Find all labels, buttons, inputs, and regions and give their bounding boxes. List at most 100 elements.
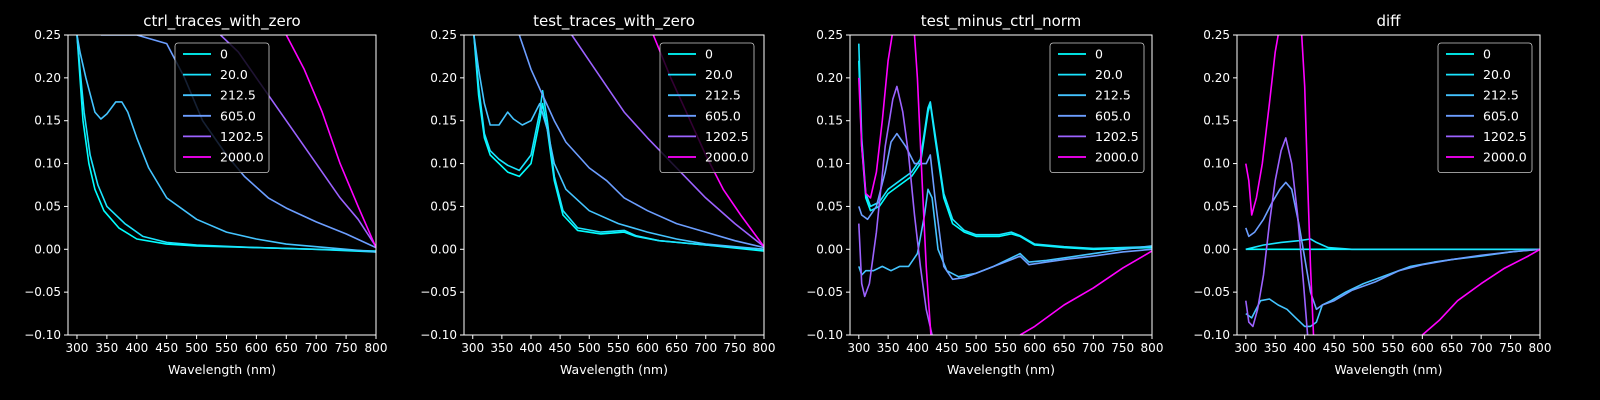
y-tick-label: 0.20 <box>34 71 61 85</box>
axes-frame <box>463 34 765 336</box>
chart-title: test_traces_with_zero <box>533 12 695 31</box>
x-tick-label: 550 <box>994 341 1017 355</box>
chart-panel-3: test_minus_ctrl_norm 300 350 400 450 500 550 60… <box>806 12 1163 377</box>
chart-panel-2: test_traces_with_zero 300 350 400 450 500 550 6… <box>420 12 775 377</box>
x-tick-label: 750 <box>1111 341 1134 355</box>
legend-label: 2000.0 <box>1095 150 1139 165</box>
x-tick-label: 500 <box>965 341 988 355</box>
axes-frame <box>67 34 377 336</box>
chart-title: ctrl_traces_with_zero <box>143 12 300 31</box>
legend-label: 0 <box>705 47 713 62</box>
axes-frame <box>1236 34 1541 336</box>
x-tick-label: 500 <box>185 341 208 355</box>
legend-label: 20.0 <box>1483 67 1511 82</box>
y-tick-label: 0.05 <box>34 199 61 213</box>
x-tick-label: 500 <box>578 341 601 355</box>
x-tick-label: 800 <box>753 341 776 355</box>
series-line-1202-5 <box>1245 137 1309 335</box>
series-line-2000-0 <box>1019 250 1152 335</box>
y-tick-label: 0.15 <box>816 114 843 128</box>
series-line-2000-0 <box>1245 35 1279 216</box>
y-tick-label: 0.25 <box>1203 28 1230 42</box>
x-tick-label: 750 <box>723 341 746 355</box>
y-tick-label: −0.05 <box>1193 285 1230 299</box>
x-tick-label: 300 <box>847 341 870 355</box>
legend-label: 20.0 <box>1095 67 1123 82</box>
legend-label: 1202.5 <box>705 129 749 144</box>
x-tick-label: 350 <box>490 341 513 355</box>
y-tick-label: −0.05 <box>24 285 61 299</box>
y-tick-label: −0.10 <box>24 328 61 342</box>
series-line-212-5 <box>76 35 376 253</box>
y-tick-label: −0.05 <box>420 285 457 299</box>
x-tick-label: 750 <box>335 341 358 355</box>
x-tick-label: 300 <box>1234 341 1257 355</box>
y-tick-label: 0.20 <box>430 71 457 85</box>
series-line-1202-5 <box>571 35 764 248</box>
x-tick-label: 600 <box>1411 341 1434 355</box>
legend-label: 212.5 <box>220 88 256 103</box>
legend-label: 0 <box>1483 47 1491 62</box>
legend: 0 20.0 212.5 605.0 1202.5 2000.0 <box>1049 42 1145 174</box>
axes-frame <box>849 34 1153 336</box>
series-lines <box>1245 35 1540 335</box>
x-tick-label: 550 <box>1381 341 1404 355</box>
x-tick-label: 400 <box>1293 341 1316 355</box>
y-tick-label: −0.10 <box>420 328 457 342</box>
x-tick-label: 450 <box>155 341 178 355</box>
x-tick-label: 600 <box>1023 341 1046 355</box>
x-tick-label: 700 <box>694 341 717 355</box>
y-tick-label: 0.15 <box>1203 114 1230 128</box>
series-lines <box>858 35 1152 335</box>
legend-label: 212.5 <box>1483 88 1519 103</box>
series-line-2000-0 <box>1300 35 1315 335</box>
y-tick-label: 0.15 <box>34 114 61 128</box>
y-tick-label: −0.10 <box>1193 328 1230 342</box>
y-tick-label: 0.25 <box>816 28 843 42</box>
x-tick-label: 550 <box>215 341 238 355</box>
x-axis-label: Wavelength (nm) <box>947 362 1055 377</box>
x-tick-label: 550 <box>607 341 630 355</box>
series-line-20-0 <box>473 35 764 251</box>
x-tick-label: 650 <box>275 341 298 355</box>
legend-label: 0 <box>220 47 228 62</box>
x-tick-label: 350 <box>1264 341 1287 355</box>
y-tick-label: 0.10 <box>34 157 61 171</box>
x-tick-label: 350 <box>877 341 900 355</box>
y-tick-label: 0.20 <box>1203 71 1230 85</box>
series-line-212-5 <box>473 35 764 251</box>
x-tick-label: 600 <box>245 341 268 355</box>
legend: 0 20.0 212.5 605.0 1202.5 2000.0 <box>174 42 270 174</box>
legend-label: 212.5 <box>705 88 741 103</box>
legend-label: 2000.0 <box>1483 150 1527 165</box>
legend-label: 2000.0 <box>705 150 749 165</box>
legend-label: 1202.5 <box>1095 129 1139 144</box>
legend: 0 20.0 212.5 605.0 1202.5 2000.0 <box>1437 42 1533 174</box>
series-line-605-0 <box>518 35 764 249</box>
series-line-20-0 <box>76 35 376 252</box>
y-tick-label: 0.05 <box>430 199 457 213</box>
legend-label: 605.0 <box>705 108 741 123</box>
y-tick-label: 0.10 <box>1203 157 1230 171</box>
legend-label: 1202.5 <box>220 129 264 144</box>
legend-label: 605.0 <box>220 108 256 123</box>
y-tick-label: 0.05 <box>1203 199 1230 213</box>
series-line-605-0 <box>1245 181 1540 311</box>
legend-label: 605.0 <box>1483 108 1519 123</box>
series-line-605-0 <box>858 132 1152 281</box>
series-line-20-0 <box>1245 238 1540 251</box>
chart-panel-4: diff 300 350 400 450 500 550 600 650 700 750 800 −0.… <box>1193 12 1551 377</box>
series-line-2000-0 <box>913 35 932 335</box>
y-tick-label: 0.10 <box>430 157 457 171</box>
series-line-2000-0 <box>285 35 376 248</box>
x-axis-label: Wavelength (nm) <box>168 362 276 377</box>
y-tick-label: 0.15 <box>430 114 457 128</box>
x-tick-label: 350 <box>95 341 118 355</box>
y-tick-label: 0.25 <box>430 28 457 42</box>
x-tick-label: 450 <box>1323 341 1346 355</box>
x-tick-label: 400 <box>125 341 148 355</box>
x-tick-label: 600 <box>636 341 659 355</box>
y-tick-label: 0.00 <box>816 242 843 256</box>
x-tick-label: 300 <box>66 341 89 355</box>
series-line-2000-0 <box>858 35 893 199</box>
